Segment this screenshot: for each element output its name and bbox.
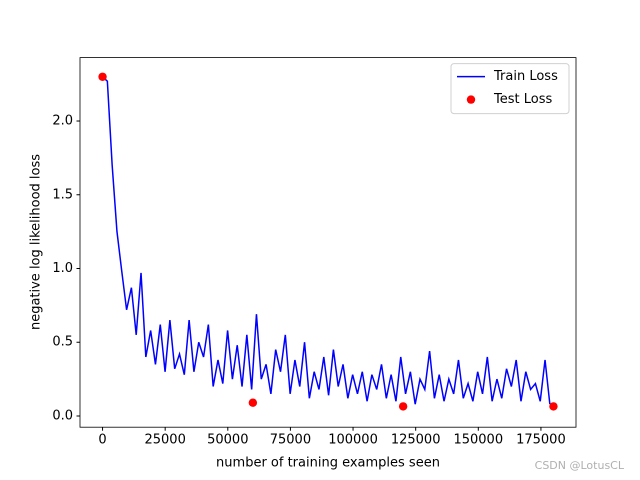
- test-loss-point: [248, 398, 258, 407]
- x-tick-label: 175000: [516, 433, 566, 448]
- test-loss-point: [98, 72, 107, 81]
- train-loss-line: [102, 76, 551, 405]
- x-axis-label: number of training examples seen: [216, 456, 440, 471]
- y-tick-label: 0.0: [52, 408, 73, 423]
- watermark: CSDN @LotusCL: [535, 459, 625, 472]
- x-tick-label: 0: [98, 433, 106, 448]
- x-tick-label: 75000: [270, 433, 311, 448]
- y-tick-label: 1.5: [52, 187, 73, 202]
- legend-label: Train Loss: [493, 69, 558, 84]
- x-tick-label: 125000: [391, 433, 441, 448]
- x-tick-label: 150000: [453, 433, 503, 448]
- legend-label: Test Loss: [493, 92, 552, 107]
- y-axis-label: negative log likelihood loss: [29, 154, 44, 330]
- plot-frame: [79, 57, 577, 428]
- x-tick-label: 100000: [328, 433, 378, 448]
- test-loss-point: [549, 402, 558, 411]
- x-tick-label: 50000: [207, 433, 248, 448]
- x-tick-label: 25000: [144, 433, 185, 448]
- legend-dot: [466, 95, 476, 104]
- y-tick-label: 2.0: [52, 114, 73, 129]
- y-tick-label: 0.5: [52, 335, 73, 350]
- y-tick-label: 1.0: [52, 261, 73, 276]
- test-loss-point: [398, 402, 408, 411]
